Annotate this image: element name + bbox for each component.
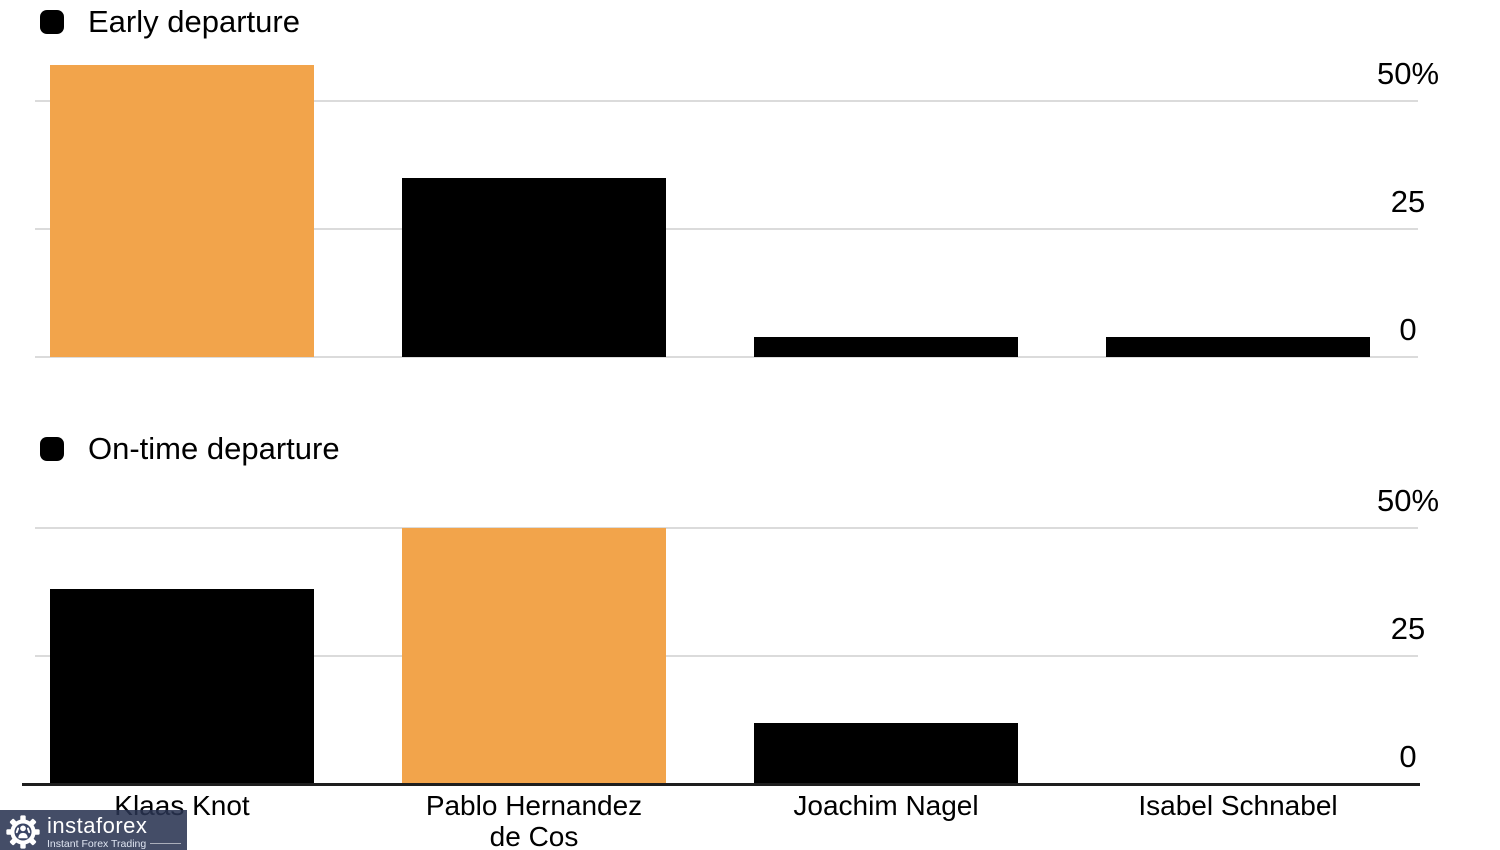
y-tick-label-25: 25: [1390, 611, 1426, 646]
y-tick-label-25: 25: [1390, 184, 1426, 219]
watermark-divider-line: [150, 843, 181, 844]
legend-on-time-departure: On-time departure: [40, 433, 340, 465]
watermark-brand: instaforex: [47, 812, 148, 838]
bar-klaas-knot: [50, 589, 314, 784]
legend-label: On-time departure: [88, 431, 340, 466]
y-tick-label-0: 0: [1399, 312, 1417, 347]
bar-isabel-schnabel: [1106, 336, 1370, 357]
gridline-0: [35, 356, 1418, 358]
bar-pablo-hernandez-de-cos: [402, 177, 666, 357]
legend-label: Early departure: [88, 4, 300, 39]
gridline-50: [35, 100, 1418, 102]
instaforex-watermark: instaforex Instant Forex Trading: [0, 810, 187, 850]
category-label-pablo-hernandez-de-cos: Pablo Hernandez de Cos: [425, 790, 643, 850]
category-label-joachim-nagel: Joachim Nagel: [793, 790, 979, 821]
bar-joachim-nagel: [754, 336, 1018, 357]
y-tick-label-50: 50%: [1376, 483, 1440, 518]
gridline-25: [35, 228, 1418, 230]
category-label-isabel-schnabel: Isabel Schnabel: [1138, 790, 1338, 821]
watermark-text-block: instaforex Instant Forex Trading: [47, 812, 181, 850]
legend-swatch-icon: [40, 437, 64, 461]
y-tick-label-0: 0: [1399, 739, 1417, 774]
watermark-tagline: Instant Forex Trading: [47, 837, 147, 850]
y-tick-label-50: 50%: [1376, 56, 1440, 91]
gridline-50: [35, 527, 1418, 529]
instaforex-gear-person-icon: [6, 815, 40, 849]
x-axis-line: [22, 783, 1420, 786]
legend-early-departure: Early departure: [40, 6, 300, 38]
bar-pablo-hernandez-de-cos: [402, 528, 666, 784]
bar-klaas-knot: [50, 65, 314, 357]
legend-swatch-icon: [40, 10, 64, 34]
bar-joachim-nagel: [754, 722, 1018, 784]
gridline-25: [35, 655, 1418, 657]
